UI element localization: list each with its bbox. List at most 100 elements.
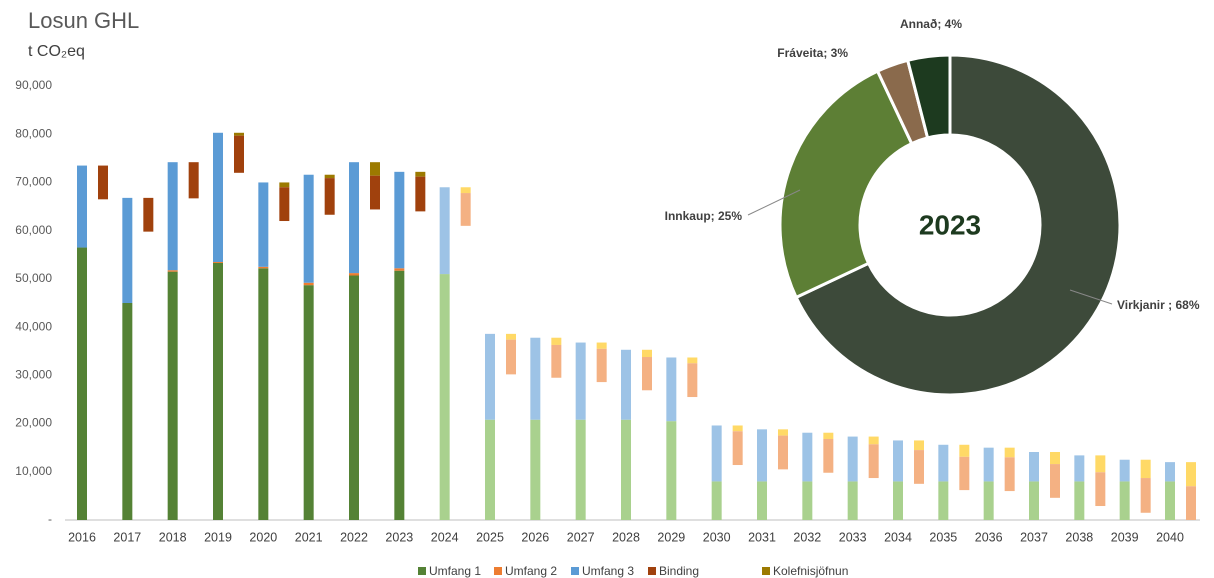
- offset-segment: [460, 193, 471, 226]
- offset-segment: [551, 337, 562, 345]
- bar-segment: [621, 349, 631, 420]
- x-tick-label: 2030: [703, 530, 731, 544]
- offset-segment: [687, 363, 698, 398]
- offset-segment: [1186, 462, 1196, 487]
- offset-segment: [1140, 478, 1151, 513]
- bar-segment: [666, 357, 677, 422]
- legend-label: Binding: [659, 564, 699, 578]
- x-tick-label: 2034: [884, 530, 912, 544]
- x-tick-label: 2039: [1111, 530, 1139, 544]
- offset-segment: [959, 444, 970, 457]
- offset-segment: [324, 178, 335, 215]
- bar-segment: [349, 162, 359, 274]
- x-tick-label: 2017: [113, 530, 141, 544]
- x-tick-label: 2026: [521, 530, 549, 544]
- offset-segment: [415, 171, 426, 177]
- offset-segment: [370, 175, 380, 210]
- offset-segment: [1050, 452, 1060, 465]
- bar-segment: [802, 432, 813, 482]
- bar-segment: [530, 337, 541, 420]
- legend-label: Umfang 3: [582, 564, 634, 578]
- bar-segment: [394, 268, 405, 271]
- offset-segment: [868, 444, 879, 479]
- data-label: Innkaup; 25%: [665, 209, 743, 223]
- bar-segment: [122, 197, 133, 303]
- offset-segment: [914, 440, 924, 451]
- offset-segment: [778, 435, 788, 470]
- offset-segment: [415, 176, 426, 212]
- x-tick-label: 2018: [159, 530, 187, 544]
- bar-segment: [983, 481, 994, 520]
- offset-segment: [732, 431, 743, 466]
- chart-subtitle: t CO₂eq: [28, 43, 85, 60]
- bar-segment: [303, 282, 314, 286]
- bar-segment: [258, 182, 269, 267]
- legend-label: Kolefnisjöfnun: [773, 564, 848, 578]
- legend-swatch: [762, 567, 770, 575]
- bar-segment: [349, 275, 359, 520]
- center-label: 2023: [919, 209, 981, 240]
- x-tick-label: 2016: [68, 530, 96, 544]
- bar-segment: [1165, 481, 1175, 520]
- bar-segment: [621, 419, 631, 520]
- offset-segment: [551, 344, 562, 378]
- x-tick-label: 2037: [1020, 530, 1048, 544]
- bar-segment: [530, 419, 541, 520]
- bar-segment: [847, 436, 858, 482]
- x-tick-label: 2029: [657, 530, 685, 544]
- offset-segment: [823, 432, 834, 439]
- y-tick-label: 30,000: [15, 368, 52, 382]
- y-tick-label: 20,000: [15, 416, 52, 430]
- legend-label: Umfang 2: [505, 564, 557, 578]
- x-tick-label: 2022: [340, 530, 368, 544]
- bar-segment: [258, 266, 269, 269]
- x-tick-label: 2025: [476, 530, 504, 544]
- bar-segment: [167, 162, 178, 271]
- bar-segment: [802, 481, 813, 520]
- offset-segment: [596, 342, 607, 349]
- bar-segment: [439, 187, 450, 275]
- bar-segment: [349, 273, 359, 276]
- legend-label: Umfang 1: [429, 564, 481, 578]
- offset-segment: [868, 436, 879, 445]
- offset-segment: [506, 333, 516, 340]
- bar-segment: [213, 132, 223, 263]
- y-tick-label: 10,000: [15, 464, 52, 478]
- offset-segment: [370, 162, 380, 176]
- legend-swatch: [571, 567, 579, 575]
- y-tick-label: 80,000: [15, 126, 52, 140]
- offset-segment: [279, 182, 290, 188]
- offset-segment: [1095, 455, 1106, 473]
- bar-segment: [303, 174, 314, 283]
- x-tick-label: 2023: [385, 530, 413, 544]
- x-tick-label: 2032: [793, 530, 821, 544]
- offset-segment: [1004, 447, 1015, 458]
- bar-segment: [847, 481, 858, 520]
- data-label: Virkjanir ; 68%: [1117, 298, 1200, 312]
- offset-segment: [642, 349, 652, 358]
- bar-segment: [1074, 455, 1085, 482]
- bar-segment: [122, 303, 133, 520]
- bar-segment: [575, 419, 586, 520]
- y-tick-label: 50,000: [15, 271, 52, 285]
- bar-segment: [439, 274, 450, 520]
- offset-segment: [1050, 464, 1060, 498]
- bar-segment: [394, 171, 405, 269]
- bar-segment: [394, 270, 405, 520]
- x-tick-label: 2027: [567, 530, 595, 544]
- data-label: Fráveita; 3%: [777, 46, 848, 60]
- data-label: Annað; 4%: [900, 17, 962, 31]
- legend-swatch: [648, 567, 656, 575]
- bar-segment: [1029, 481, 1039, 520]
- y-tick-label: 60,000: [15, 223, 52, 237]
- bar-segment: [167, 271, 178, 520]
- chart-title: Losun GHL: [28, 8, 139, 33]
- x-tick-label: 2040: [1156, 530, 1184, 544]
- bar-segment: [938, 481, 949, 520]
- legend-swatch: [418, 567, 426, 575]
- donut-hole: [860, 135, 1040, 315]
- bar-segment: [258, 268, 269, 520]
- offset-segment: [914, 450, 924, 484]
- offset-segment: [1095, 472, 1106, 507]
- bar-segment: [1119, 481, 1130, 520]
